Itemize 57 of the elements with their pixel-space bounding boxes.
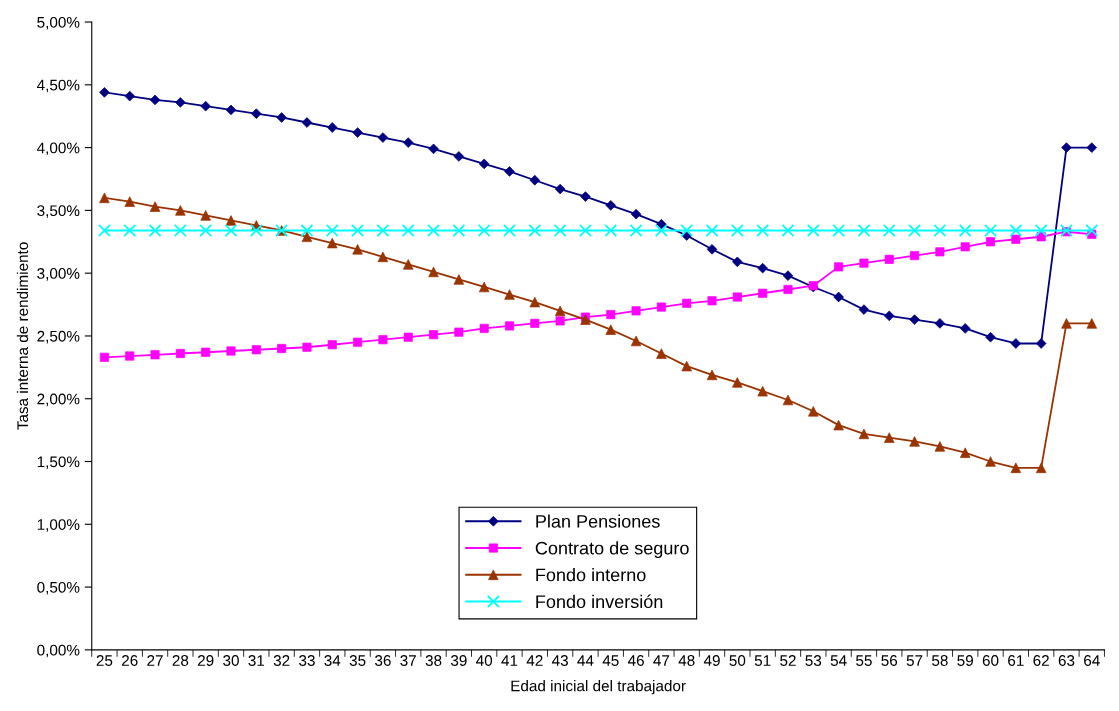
x-tick-label: 47 bbox=[653, 655, 670, 666]
x-tick-label: 29 bbox=[197, 655, 214, 666]
x-tick-label: 60 bbox=[982, 655, 999, 666]
x-tick-label: 38 bbox=[425, 655, 442, 666]
x-tick-label: 64 bbox=[1084, 655, 1100, 666]
y-tick-label: 3,50% bbox=[37, 205, 80, 218]
y-tick-label: 2,50% bbox=[37, 330, 80, 344]
x-tick-label: 39 bbox=[450, 655, 467, 666]
x-tick-label: 46 bbox=[627, 655, 644, 666]
legend-label: Contrato de seguro bbox=[535, 541, 689, 559]
x-tick-label: 43 bbox=[551, 655, 568, 666]
x-tick-label: 25 bbox=[96, 655, 113, 666]
legend-label: Fondo inversión bbox=[536, 594, 663, 609]
x-tick-label: 63 bbox=[1058, 655, 1075, 666]
x-tick-label: 61 bbox=[1008, 655, 1024, 666]
x-tick-label: 35 bbox=[349, 655, 366, 666]
x-tick-label: 34 bbox=[324, 655, 341, 666]
x-tick-label: 50 bbox=[729, 655, 746, 666]
y-tick-label: 2,00% bbox=[37, 393, 80, 407]
x-tick-label: 59 bbox=[957, 655, 973, 666]
x-tick-label: 56 bbox=[881, 655, 898, 666]
x-tick-label: 40 bbox=[476, 655, 493, 666]
y-axis-title: Tasa interna de rendimiento bbox=[16, 242, 29, 430]
x-tick-label: 48 bbox=[678, 655, 695, 666]
x-tick-label: 55 bbox=[856, 655, 872, 666]
x-tick-label: 33 bbox=[299, 655, 315, 666]
x-tick-label: 31 bbox=[248, 655, 265, 666]
x-tick-label: 57 bbox=[906, 655, 923, 666]
y-tick-label: 1,00% bbox=[37, 519, 80, 532]
y-tick-label: 1,50% bbox=[37, 456, 80, 469]
x-tick-label: 58 bbox=[932, 655, 948, 666]
x-tick-label: 62 bbox=[1033, 655, 1049, 666]
x-tick-label: 52 bbox=[780, 655, 796, 666]
y-tick-label: 3,00% bbox=[37, 268, 80, 281]
y-tick-label: 0,50% bbox=[37, 581, 80, 595]
y-tick-label: 4,50% bbox=[36, 79, 80, 93]
legend-label: Plan Pensiones bbox=[536, 514, 660, 528]
x-tick-label: 54 bbox=[830, 655, 847, 666]
x-tick-label: 51 bbox=[754, 655, 771, 666]
y-tick-label: 0,00% bbox=[37, 644, 80, 658]
x-tick-label: 53 bbox=[805, 655, 822, 666]
x-tick-label: 36 bbox=[374, 655, 391, 666]
x-tick-label: 30 bbox=[223, 655, 239, 666]
y-tick-label: 5,00% bbox=[37, 16, 80, 30]
x-axis-title: Edad inicial del trabajador bbox=[511, 680, 686, 695]
x-tick-label: 42 bbox=[526, 655, 543, 666]
x-tick-label: 32 bbox=[273, 655, 290, 666]
x-tick-label: 28 bbox=[172, 655, 189, 666]
x-tick-label: 41 bbox=[501, 655, 518, 666]
y-tick-label: 4,00% bbox=[36, 142, 80, 156]
x-tick-label: 37 bbox=[400, 655, 416, 666]
legend-label: Fondo interno bbox=[536, 568, 646, 582]
x-tick-label: 26 bbox=[122, 655, 138, 666]
x-tick-label: 44 bbox=[577, 655, 594, 666]
x-tick-label: 49 bbox=[703, 655, 720, 666]
x-tick-label: 45 bbox=[602, 655, 619, 666]
x-tick-label: 27 bbox=[147, 655, 163, 666]
